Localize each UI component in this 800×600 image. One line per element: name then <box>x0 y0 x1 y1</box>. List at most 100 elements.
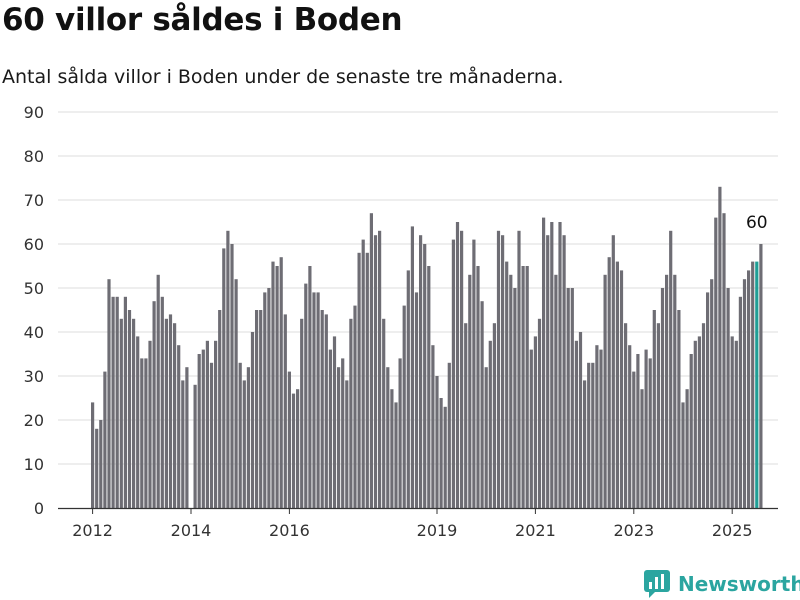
bar <box>369 213 373 508</box>
bar <box>283 314 287 508</box>
bar <box>291 393 296 508</box>
bar <box>451 239 455 508</box>
bar <box>591 362 595 508</box>
bar <box>328 349 332 508</box>
bar <box>296 389 300 508</box>
bar <box>267 288 271 508</box>
bar <box>435 376 439 508</box>
bar <box>693 340 697 508</box>
bar <box>595 345 599 508</box>
bar <box>255 310 259 508</box>
bar <box>710 279 714 508</box>
bar <box>308 266 312 508</box>
bar <box>537 318 542 508</box>
bar <box>91 402 95 508</box>
bar <box>185 367 189 508</box>
newsworthy-logo: Newsworthy <box>644 570 800 598</box>
bar <box>201 349 205 508</box>
bar <box>378 230 382 509</box>
bar <box>410 226 414 508</box>
y-tick-label: 30 <box>24 367 44 386</box>
bar <box>439 398 443 508</box>
bar <box>492 323 496 508</box>
highlight-value-label: 60 <box>746 213 768 233</box>
bar <box>144 358 148 508</box>
bar <box>607 257 611 508</box>
bar <box>747 270 751 508</box>
bar <box>447 362 451 508</box>
y-tick-label: 40 <box>24 323 44 342</box>
bar <box>677 310 681 508</box>
bar <box>619 270 624 508</box>
bar <box>140 358 144 508</box>
bar <box>218 310 222 508</box>
bar <box>738 296 742 508</box>
bar <box>648 358 652 508</box>
y-tick-label: 60 <box>24 235 44 254</box>
chart-bubble-icon <box>644 570 670 598</box>
bar <box>472 239 476 508</box>
bar <box>99 420 103 508</box>
bar <box>562 235 566 508</box>
bar <box>181 380 185 508</box>
bar <box>468 274 472 508</box>
bar <box>345 380 349 508</box>
bar <box>152 301 156 508</box>
bar <box>390 389 394 508</box>
bar <box>660 288 665 508</box>
y-tick-label: 90 <box>24 103 44 122</box>
bar <box>529 349 533 508</box>
bar <box>115 296 119 508</box>
bar <box>419 235 423 508</box>
bar <box>353 305 357 508</box>
bar <box>759 244 763 508</box>
bar <box>476 266 480 508</box>
bar <box>669 230 673 509</box>
bar <box>689 354 693 508</box>
bar <box>222 248 226 508</box>
bar <box>496 230 501 509</box>
bar <box>263 292 267 508</box>
bar <box>119 318 123 508</box>
bar <box>558 222 562 508</box>
bar <box>238 362 242 508</box>
bar <box>341 358 345 508</box>
bar <box>246 367 250 508</box>
x-tick-label: 2012 <box>72 521 113 540</box>
brand-name: Newsworthy <box>678 572 800 596</box>
bar <box>103 371 107 508</box>
bar <box>517 230 521 509</box>
bar <box>599 349 603 508</box>
y-tick-label: 0 <box>34 499 44 518</box>
bar <box>250 332 255 508</box>
bar <box>701 323 706 508</box>
bar <box>357 252 361 508</box>
bar <box>394 402 398 508</box>
bar <box>554 274 558 508</box>
bar <box>550 222 554 508</box>
bar <box>685 389 689 508</box>
bars <box>91 186 763 509</box>
bar <box>443 406 447 508</box>
bar <box>132 318 136 508</box>
bar <box>673 274 677 508</box>
bar <box>505 261 509 508</box>
bar <box>706 292 710 508</box>
bar <box>226 230 230 509</box>
y-tick-label: 20 <box>24 411 44 430</box>
bar <box>624 323 628 508</box>
bar <box>197 354 201 508</box>
bar <box>640 389 644 508</box>
bar <box>349 318 353 508</box>
bar <box>509 274 513 508</box>
bar <box>681 402 685 508</box>
bar <box>722 213 726 508</box>
annotations: 60 <box>746 213 768 233</box>
bar <box>173 323 177 508</box>
bar <box>414 292 419 508</box>
bar <box>726 288 730 508</box>
chart-subtitle: Antal sålda villor i Boden under de sena… <box>2 66 564 88</box>
bar <box>148 340 152 508</box>
bar <box>533 336 537 508</box>
bar <box>168 314 173 508</box>
